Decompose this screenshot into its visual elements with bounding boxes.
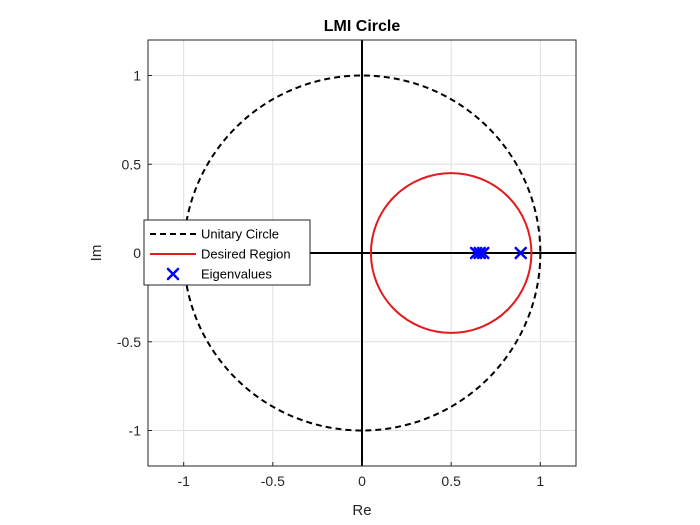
x-tick-label: 0 (358, 473, 366, 489)
eigenvalue-marker (477, 246, 490, 260)
series (182, 74, 542, 432)
legend-label: Eigenvalues (201, 267, 272, 282)
legend-entry: Desired Region (150, 247, 291, 262)
y-tick-label: 1 (133, 68, 141, 84)
legend-entry: Unitary Circle (150, 227, 279, 242)
chart-title: LMI Circle (324, 18, 401, 35)
legend-marker-swatch (166, 267, 180, 281)
legend-entry: Eigenvalues (166, 267, 272, 282)
x-axis-label: Re (352, 502, 371, 519)
x-tick-label: -0.5 (261, 473, 285, 489)
y-tick-label: -1 (129, 423, 142, 439)
y-tick-label: 0.5 (122, 156, 142, 172)
eigenvalue-marker (473, 246, 486, 260)
legend-label: Desired Region (201, 247, 291, 262)
x-tick-label: 1 (536, 473, 544, 489)
eigenvalue-marker (514, 246, 527, 260)
y-tick-label: 0 (133, 245, 141, 261)
desired-region-curve (369, 172, 533, 334)
unitary-circle-curve (182, 74, 542, 432)
x-tick-label: 0.5 (441, 473, 461, 489)
ticks: -1 -0.5 0 0.5 1 -1 -0.5 0 0.5 1 (117, 68, 545, 490)
y-axis-label: Im (88, 245, 105, 262)
legend-label: Unitary Circle (201, 227, 279, 242)
x-tick-label: -1 (177, 473, 190, 489)
legend: Unitary Circle Desired Region Eigenvalues (143, 219, 311, 286)
y-tick-label: -0.5 (117, 334, 141, 350)
